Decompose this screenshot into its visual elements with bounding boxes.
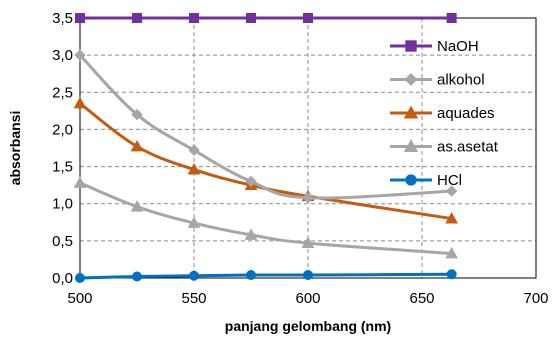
y-tick-label-3: 1,5	[52, 159, 73, 176]
data-point-hcl-5	[446, 269, 457, 280]
series-alkohol	[74, 49, 458, 204]
legend-label-as-asetat: as.asetat	[437, 139, 499, 156]
x-axis-title: panjang gelombang (nm)	[225, 318, 391, 334]
data-point-naoh-0	[75, 13, 85, 23]
data-point-alkohol-5	[445, 185, 458, 197]
data-point-alkohol-3	[245, 175, 257, 188]
legend-label-aquades: aquades	[437, 105, 495, 122]
y-axis-title: absorbansi	[7, 111, 23, 186]
data-point-naoh-1	[132, 13, 142, 23]
legend-item-alkohol: alkohol	[390, 72, 485, 89]
data-point-as-asetat-1	[130, 200, 144, 212]
legend-label-alkohol: alkohol	[437, 72, 485, 89]
x-tick-label-2: 600	[295, 290, 320, 307]
data-point-alkohol-4	[302, 192, 314, 204]
y-tick-label-5: 2,5	[52, 84, 73, 101]
data-point-alkohol-2	[188, 144, 200, 156]
series-as-asetat	[73, 176, 458, 259]
series-line-alkohol	[78, 53, 454, 200]
data-point-as-asetat-5	[445, 246, 458, 259]
data-point-as-asetat-2	[187, 216, 201, 228]
legend-item-naoh: NaOH	[390, 38, 479, 55]
data-point-naoh-4	[303, 13, 313, 23]
series-aquades	[73, 96, 458, 224]
y-tick-label-2: 1,0	[52, 196, 73, 213]
legend-marker-as-asetat	[403, 139, 419, 153]
x-tick-label-4: 700	[523, 290, 548, 307]
series-naoh	[75, 13, 457, 23]
y-tick-label-0: 0,0	[52, 270, 73, 287]
legend-item-as-asetat: as.asetat	[390, 139, 499, 156]
y-tick-label-6: 3,0	[52, 47, 73, 64]
x-tick-label-3: 650	[409, 290, 434, 307]
series-line-aquades	[78, 101, 454, 221]
data-point-hcl-3	[246, 270, 256, 281]
legend-label-hcl: HCl	[437, 172, 462, 189]
legend-label-naoh: NaOH	[437, 38, 479, 55]
data-point-hcl-0	[75, 273, 85, 283]
data-point-hcl-2	[189, 270, 199, 281]
data-point-hcl-4	[303, 270, 313, 281]
legend-item-hcl: HCl	[390, 172, 462, 189]
data-point-as-asetat-3	[244, 228, 258, 240]
data-point-alkohol-0	[74, 49, 86, 61]
legend-marker-aquades	[403, 105, 419, 119]
series-hcl	[75, 269, 457, 283]
legend-marker-naoh	[405, 40, 417, 52]
legend-marker-hcl	[405, 174, 417, 186]
y-tick-label-1: 0,5	[52, 233, 73, 250]
x-tick-label-1: 550	[181, 290, 206, 307]
legend-marker-alkohol	[404, 73, 418, 86]
data-point-as-asetat-4	[301, 236, 315, 248]
series-group	[73, 13, 458, 283]
data-point-alkohol-1	[131, 108, 143, 121]
data-point-naoh-5	[446, 13, 457, 23]
tick-labels: 0,0 0,5 1,0 1,5 2,0 2,5 3,0 3,5 500 550 600 650 700	[52, 10, 548, 307]
data-point-hcl-1	[132, 271, 142, 282]
data-point-naoh-2	[189, 13, 199, 23]
data-point-naoh-3	[246, 13, 256, 23]
data-point-aquades-1	[130, 139, 144, 152]
y-tick-label-7: 3,5	[52, 10, 73, 27]
legend-item-aquades: aquades	[390, 105, 495, 122]
data-point-as-asetat-0	[73, 176, 87, 188]
legend: NaOH alkohol aquades as.asetat HCl	[390, 38, 499, 189]
data-point-aquades-2	[187, 163, 201, 175]
y-tick-label-4: 2,0	[52, 121, 73, 138]
data-point-aquades-0	[73, 96, 87, 109]
data-point-aquades-5	[445, 212, 458, 224]
x-tick-label-0: 500	[67, 290, 92, 307]
